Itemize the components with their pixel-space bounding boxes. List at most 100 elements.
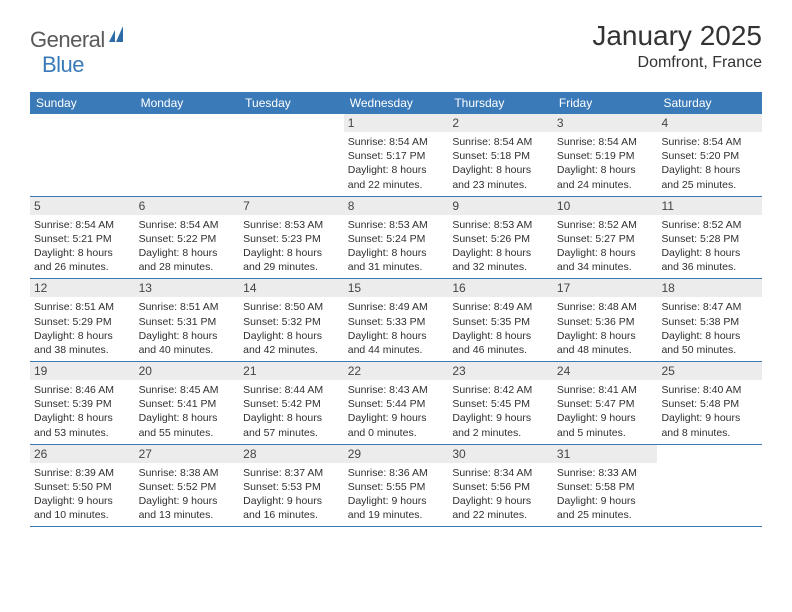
day-cell: 8 Sunrise: 8:53 AMSunset: 5:24 PMDaylight…	[344, 197, 449, 279]
day-cell: 9Sunrise: 8:53 AMSunset: 5:26 PMDaylight…	[448, 197, 553, 279]
logo-text-general: General	[30, 27, 105, 53]
day-cell: 29 Sunrise: 8:36 AMSunset: 5:55 PMDayligh…	[344, 445, 449, 527]
day-cell: 19Sunrise: 8:46 AMSunset: 5:39 PMDayligh…	[30, 362, 135, 444]
daylight1: Daylight: 8 hours	[557, 163, 654, 177]
title-block: January 2025 Domfront, France	[592, 20, 762, 72]
weekday-mon: Monday	[135, 92, 240, 114]
sunset: Sunset: 5:18 PM	[452, 149, 549, 163]
daylight1: Daylight: 8 hours	[139, 411, 236, 425]
daylight2: and 25 minutes.	[557, 508, 654, 522]
sunset: Sunset: 5:23 PM	[243, 232, 340, 246]
day-number: 25	[657, 362, 762, 380]
day-info: Sunrise: 8:41 AMSunset: 5:47 PMDaylight:…	[557, 383, 654, 440]
day-number: 10	[553, 197, 658, 215]
logo-text-blue: Blue	[42, 52, 84, 78]
sunrise: Sunrise: 8:54 AM	[452, 135, 549, 149]
daylight1: Daylight: 9 hours	[348, 494, 445, 508]
daylight2: and 26 minutes.	[34, 260, 131, 274]
day-info: Sunrise: 8:52 AMSunset: 5:28 PMDaylight:…	[661, 218, 758, 275]
sunrise: Sunrise: 8:51 AM	[34, 300, 131, 314]
daylight2: and 10 minutes.	[34, 508, 131, 522]
day-number: 7	[239, 197, 344, 215]
day-cell: 16Sunrise: 8:49 AMSunset: 5:35 PMDayligh…	[448, 279, 553, 361]
weekday-fri: Friday	[553, 92, 658, 114]
daylight2: and 31 minutes.	[348, 260, 445, 274]
weekday-sun: Sunday	[30, 92, 135, 114]
daylight1: Daylight: 8 hours	[139, 329, 236, 343]
day-cell: 11 Sunrise: 8:52 AMSunset: 5:28 PMDayligh…	[657, 197, 762, 279]
calendar-page: General January 2025 Domfront, France Bl…	[0, 0, 792, 547]
day-number: 27	[135, 445, 240, 463]
day-info: Sunrise: 8:54 AMSunset: 5:18 PMDaylight:…	[452, 135, 549, 192]
day-number: 20	[135, 362, 240, 380]
day-info: Sunrise: 8:52 AMSunset: 5:27 PMDaylight:…	[557, 218, 654, 275]
daylight2: and 38 minutes.	[34, 343, 131, 357]
sunrise: Sunrise: 8:53 AM	[452, 218, 549, 232]
sunset: Sunset: 5:45 PM	[452, 397, 549, 411]
sunset: Sunset: 5:32 PM	[243, 315, 340, 329]
day-cell: 20Sunrise: 8:45 AMSunset: 5:41 PMDayligh…	[135, 362, 240, 444]
day-number: 5	[30, 197, 135, 215]
day-info: Sunrise: 8:51 AMSunset: 5:31 PMDaylight:…	[139, 300, 236, 357]
sunset: Sunset: 5:53 PM	[243, 480, 340, 494]
sunrise: Sunrise: 8:54 AM	[34, 218, 131, 232]
day-info: Sunrise: 8:51 AMSunset: 5:29 PMDaylight:…	[34, 300, 131, 357]
sunset: Sunset: 5:17 PM	[348, 149, 445, 163]
daylight2: and 5 minutes.	[557, 426, 654, 440]
day-info: Sunrise: 8:38 AMSunset: 5:52 PMDaylight:…	[139, 466, 236, 523]
sunset: Sunset: 5:28 PM	[661, 232, 758, 246]
day-info: Sunrise: 8:34 AMSunset: 5:56 PMDaylight:…	[452, 466, 549, 523]
day-info: Sunrise: 8:42 AMSunset: 5:45 PMDaylight:…	[452, 383, 549, 440]
day-cell: 24 Sunrise: 8:41 AMSunset: 5:47 PMDayligh…	[553, 362, 658, 444]
daylight1: Daylight: 9 hours	[348, 411, 445, 425]
day-info: Sunrise: 8:36 AMSunset: 5:55 PMDaylight:…	[348, 466, 445, 523]
daylight2: and 16 minutes.	[243, 508, 340, 522]
sunset: Sunset: 5:58 PM	[557, 480, 654, 494]
day-cell: 22Sunrise: 8:43 AMSunset: 5:44 PMDayligh…	[344, 362, 449, 444]
day-number: 29	[344, 445, 449, 463]
day-info: Sunrise: 8:47 AMSunset: 5:38 PMDaylight:…	[661, 300, 758, 357]
daylight1: Daylight: 8 hours	[34, 329, 131, 343]
day-cell: 10 Sunrise: 8:52 AMSunset: 5:27 PMDayligh…	[553, 197, 658, 279]
daylight1: Daylight: 8 hours	[452, 329, 549, 343]
day-info: Sunrise: 8:40 AMSunset: 5:48 PMDaylight:…	[661, 383, 758, 440]
sunrise: Sunrise: 8:45 AM	[139, 383, 236, 397]
daylight2: and 13 minutes.	[139, 508, 236, 522]
sunrise: Sunrise: 8:42 AM	[452, 383, 549, 397]
daylight1: Daylight: 9 hours	[34, 494, 131, 508]
weekday-wed: Wednesday	[344, 92, 449, 114]
day-number: 16	[448, 279, 553, 297]
daylight1: Daylight: 9 hours	[661, 411, 758, 425]
day-number: 8	[344, 197, 449, 215]
day-cell: 13Sunrise: 8:51 AMSunset: 5:31 PMDayligh…	[135, 279, 240, 361]
daylight1: Daylight: 9 hours	[452, 411, 549, 425]
day-cell: 15Sunrise: 8:49 AMSunset: 5:33 PMDayligh…	[344, 279, 449, 361]
weekday-thu: Thursday	[448, 92, 553, 114]
sunset: Sunset: 5:33 PM	[348, 315, 445, 329]
day-cell: 3Sunrise: 8:54 AMSunset: 5:19 PMDaylight…	[553, 114, 658, 196]
day-number: 15	[344, 279, 449, 297]
day-number: 11	[657, 197, 762, 215]
sunset: Sunset: 5:20 PM	[661, 149, 758, 163]
daylight2: and 0 minutes.	[348, 426, 445, 440]
day-info: Sunrise: 8:54 AMSunset: 5:22 PMDaylight:…	[139, 218, 236, 275]
sunrise: Sunrise: 8:54 AM	[661, 135, 758, 149]
daylight2: and 2 minutes.	[452, 426, 549, 440]
day-info: Sunrise: 8:53 AMSunset: 5:24 PMDaylight:…	[348, 218, 445, 275]
daylight1: Daylight: 8 hours	[348, 163, 445, 177]
sunrise: Sunrise: 8:46 AM	[34, 383, 131, 397]
daylight2: and 32 minutes.	[452, 260, 549, 274]
day-cell: 1Sunrise: 8:54 AMSunset: 5:17 PMDaylight…	[344, 114, 449, 196]
day-info: Sunrise: 8:39 AMSunset: 5:50 PMDaylight:…	[34, 466, 131, 523]
day-info: Sunrise: 8:43 AMSunset: 5:44 PMDaylight:…	[348, 383, 445, 440]
daylight2: and 34 minutes.	[557, 260, 654, 274]
day-info: Sunrise: 8:33 AMSunset: 5:58 PMDaylight:…	[557, 466, 654, 523]
day-number: 24	[553, 362, 658, 380]
sunset: Sunset: 5:38 PM	[661, 315, 758, 329]
sunset: Sunset: 5:39 PM	[34, 397, 131, 411]
daylight2: and 40 minutes.	[139, 343, 236, 357]
sunrise: Sunrise: 8:52 AM	[557, 218, 654, 232]
day-info: Sunrise: 8:54 AMSunset: 5:19 PMDaylight:…	[557, 135, 654, 192]
sunrise: Sunrise: 8:48 AM	[557, 300, 654, 314]
sunset: Sunset: 5:26 PM	[452, 232, 549, 246]
